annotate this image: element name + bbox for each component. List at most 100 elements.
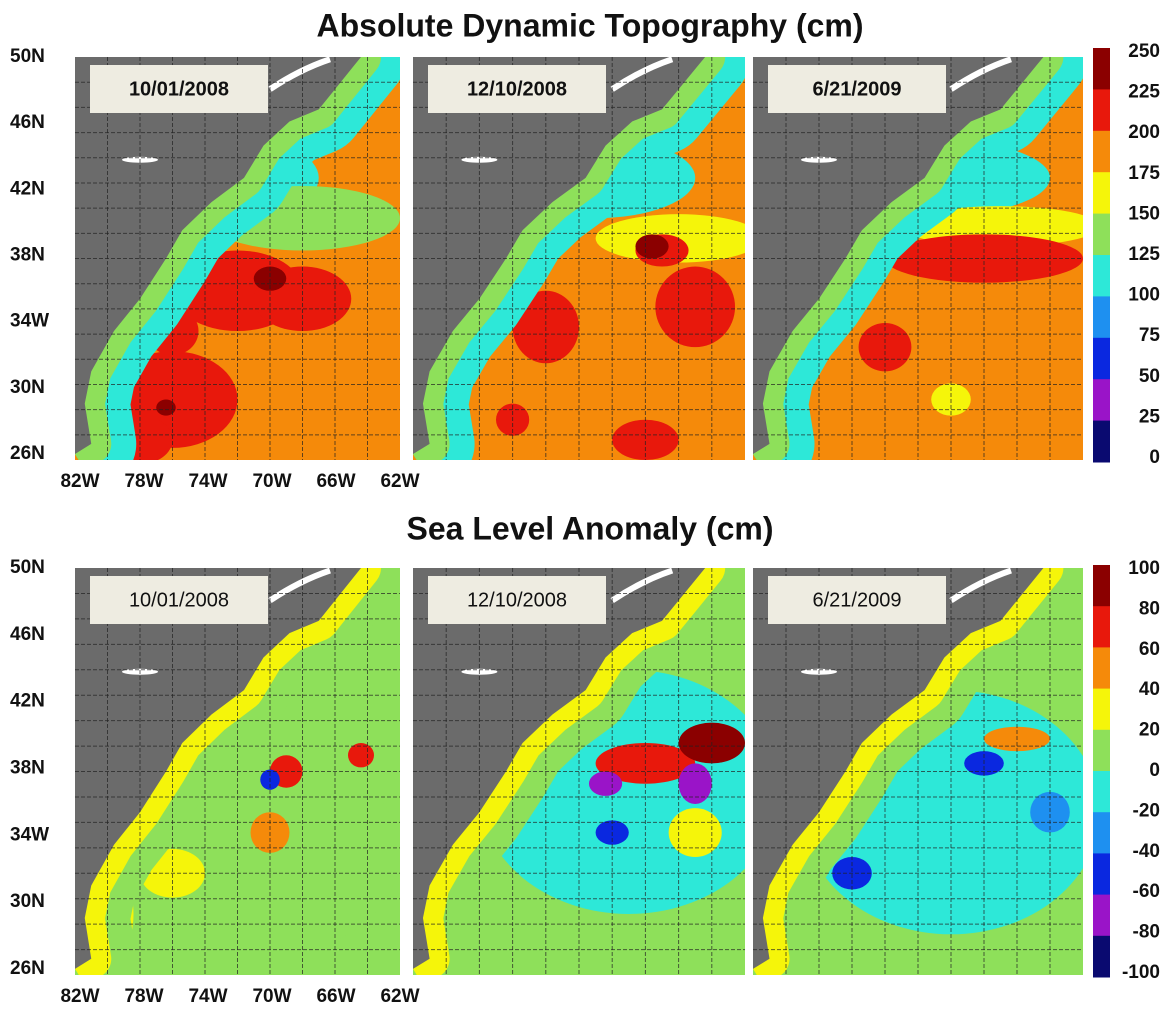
eddy [348, 743, 374, 768]
colorbar-swatch [1093, 337, 1110, 380]
colorbar-label: 100 [1128, 285, 1160, 306]
date-label: 12/10/2008 [467, 589, 567, 611]
land [75, 568, 361, 969]
colorbar-swatch [1093, 894, 1110, 937]
colorbar-label: 125 [1128, 244, 1160, 265]
colorbar-label: 40 [1139, 679, 1160, 700]
colorbar-label: 150 [1128, 203, 1160, 224]
river [268, 568, 331, 604]
colorbar-label: 75 [1139, 325, 1161, 346]
colorbar-swatch [1093, 812, 1110, 854]
map-panel [753, 57, 1083, 460]
colorbar-label: 0 [1149, 760, 1160, 781]
colorbar-label: 50 [1139, 366, 1160, 387]
colorbar-swatch [1093, 420, 1110, 463]
figure-title: Sea Level Anomaly (cm) [407, 510, 774, 546]
map-panel [753, 568, 1083, 975]
lon-label: 70W [252, 986, 291, 1007]
lon-label: 78W [124, 986, 163, 1007]
colorbar-label: 25 [1139, 406, 1161, 427]
lat-label: 38N [10, 758, 45, 779]
colorbar-swatch [1093, 379, 1110, 422]
lat-label: 42N [10, 691, 45, 712]
colorbar-swatch [1093, 48, 1110, 90]
colorbar-label: 175 [1128, 163, 1160, 184]
eddy [156, 399, 176, 416]
lon-label: 78W [124, 471, 163, 492]
land [413, 57, 706, 454]
colorbar-label: 20 [1139, 720, 1160, 741]
colorbar-label: 225 [1128, 82, 1160, 103]
river [610, 57, 674, 92]
date-box [428, 65, 606, 113]
lon-label: 62W [380, 986, 419, 1007]
lat-label: 46N [10, 624, 45, 645]
colorbar-label: 200 [1128, 122, 1160, 143]
date-label: 10/01/2008 [129, 78, 229, 100]
lon-label: 74W [188, 986, 227, 1007]
colorbar-label: -60 [1133, 881, 1160, 902]
colorbar-label: -100 [1122, 962, 1160, 983]
river [268, 57, 331, 92]
colorbar-swatch [1093, 606, 1110, 648]
river [949, 568, 1012, 604]
lon-label: 82W [60, 986, 99, 1007]
land [753, 57, 1044, 454]
land [75, 57, 361, 454]
colorbar-label: -40 [1133, 841, 1160, 862]
date-box [768, 576, 946, 624]
land [413, 568, 706, 969]
eddy [678, 763, 712, 805]
lat-label: 50N [10, 46, 45, 67]
lat-label: 34W [10, 311, 49, 332]
date-label: 12/10/2008 [467, 78, 567, 100]
lon-label: 66W [316, 986, 355, 1007]
colorbar-swatch [1093, 935, 1110, 978]
river [610, 568, 674, 604]
river [949, 57, 1012, 92]
colorbar-label: 60 [1139, 639, 1160, 660]
colorbar-swatch [1093, 565, 1110, 607]
colorbar-swatch [1093, 255, 1110, 297]
map-panel [413, 568, 745, 975]
eddy [588, 771, 623, 796]
eddy [253, 266, 287, 291]
colorbar-swatch [1093, 296, 1110, 339]
eddy [668, 808, 722, 857]
colorbar-label: 80 [1139, 598, 1160, 619]
land [753, 568, 1044, 969]
eddy [635, 234, 669, 259]
lon-label: 82W [60, 471, 99, 492]
lat-label: 42N [10, 178, 45, 199]
date-box [768, 65, 946, 113]
colorbar-swatch [1093, 130, 1110, 173]
date-label: 6/21/2009 [813, 589, 902, 611]
lat-label: 46N [10, 112, 45, 133]
lat-label: 30N [10, 377, 45, 398]
colorbar-swatch [1093, 688, 1110, 731]
figure-title: Absolute Dynamic Topography (cm) [316, 7, 863, 43]
date-box [428, 576, 606, 624]
colorbar-swatch [1093, 647, 1110, 690]
eddy [612, 419, 679, 460]
lat-label: 26N [10, 443, 45, 464]
lat-label: 34W [10, 824, 49, 845]
colorbar-label: 0 [1149, 447, 1160, 468]
lon-label: 62W [380, 471, 419, 492]
colorbar-swatch [1093, 213, 1110, 256]
eddy [655, 266, 736, 348]
lat-label: 30N [10, 891, 45, 912]
lon-label: 66W [316, 471, 355, 492]
lat-label: 50N [10, 557, 45, 578]
lat-label: 38N [10, 245, 45, 266]
date-label: 6/21/2009 [813, 78, 902, 100]
lon-label: 74W [188, 471, 227, 492]
colorbar-swatch [1093, 89, 1110, 132]
colorbar-label: -80 [1133, 922, 1160, 943]
colorbar-label: -20 [1133, 800, 1160, 821]
colorbar-label: 100 [1128, 558, 1160, 579]
lon-label: 70W [252, 471, 291, 492]
colorbar-swatch [1093, 771, 1110, 813]
lat-label: 26N [10, 958, 45, 979]
